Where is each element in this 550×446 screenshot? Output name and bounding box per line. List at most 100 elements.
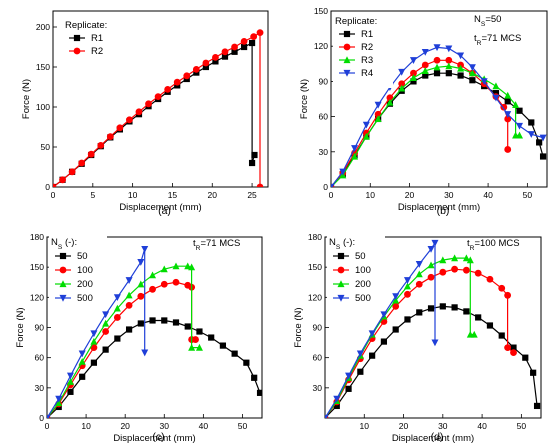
data-point-R2 — [398, 80, 406, 88]
y-tick-label: 180 — [30, 232, 44, 242]
annotation: tR=71 MCS — [193, 238, 240, 252]
data-point-500 — [55, 395, 63, 403]
x-tick-label: 40 — [477, 421, 487, 431]
legend-marker — [337, 294, 345, 302]
data-point-50 — [125, 326, 133, 333]
x-axis-label: Displacement (mm) — [392, 433, 474, 444]
data-point-200 — [415, 270, 423, 278]
data-point-200 — [392, 296, 400, 304]
data-point-R2 — [78, 159, 86, 167]
x-tick-label: 20 — [399, 421, 409, 431]
panel-label: (b) — [437, 205, 450, 217]
y-tick-label: 120 — [308, 292, 322, 302]
data-point-200 — [172, 262, 180, 270]
data-point-500 — [431, 339, 439, 347]
data-point-R2 — [145, 100, 152, 108]
y-tick-label: 200 — [36, 22, 50, 32]
x-tick-label: 0 — [51, 190, 56, 200]
data-point-100 — [160, 280, 168, 288]
panel-d: 10 20 30 40 50 30 60 90 120 150 180 Displacement (m… — [293, 232, 542, 444]
legend-entry-200: 200 — [355, 279, 371, 290]
data-point-500 — [102, 311, 110, 319]
data-point-R1 — [248, 39, 256, 47]
x-tick-label: 25 — [247, 190, 257, 200]
legend-marker — [59, 266, 67, 274]
data-point-R3 — [398, 84, 406, 92]
data-point-R2 — [173, 78, 181, 86]
data-point-R3 — [374, 115, 382, 123]
legend-entry-R4: R4 — [361, 68, 373, 79]
data-point-500 — [431, 239, 439, 247]
data-point-200 — [149, 271, 157, 279]
x-tick-label: 20 — [208, 190, 218, 200]
data-point-50 — [498, 332, 505, 339]
legend-entry-100: 100 — [77, 265, 93, 276]
data-point-200 — [90, 337, 98, 345]
data-point-R3 — [351, 152, 359, 160]
legend-entry-50: 50 — [355, 251, 366, 262]
legend-entry-R1: R1 — [91, 33, 103, 44]
data-point-200 — [451, 254, 459, 262]
data-point-R2 — [59, 176, 66, 184]
legend-marker — [59, 294, 67, 302]
legend-marker — [343, 43, 351, 51]
data-point-50 — [416, 309, 423, 316]
data-point-R2 — [231, 43, 238, 51]
data-point-500 — [47, 414, 51, 418]
data-point-R2 — [87, 150, 95, 158]
data-point-50 — [79, 373, 86, 380]
data-point-100 — [415, 280, 423, 288]
x-tick-label: 10 — [360, 421, 370, 431]
data-point-200 — [55, 399, 63, 407]
y-tick-label: 50 — [41, 142, 51, 152]
data-point-100 — [102, 328, 110, 335]
data-point-R1 — [410, 78, 417, 85]
data-point-R3 — [386, 98, 394, 106]
data-point-200 — [470, 330, 478, 338]
y-tick-label: 150 — [308, 262, 322, 272]
data-point-200 — [188, 263, 196, 271]
data-point-500 — [415, 261, 423, 268]
data-point-50 — [439, 303, 446, 310]
data-point-R4 — [398, 68, 406, 76]
data-point-100 — [504, 291, 512, 299]
y-axis-label: Force (N) — [15, 307, 26, 347]
data-point-200 — [195, 343, 203, 351]
data-point-R1 — [221, 53, 229, 60]
data-point-R2 — [256, 29, 264, 36]
data-point-R2 — [106, 133, 114, 141]
data-point-500 — [403, 277, 411, 284]
data-point-50 — [357, 368, 364, 375]
data-point-100 — [427, 273, 435, 281]
data-point-R1 — [528, 119, 535, 126]
data-point-100 — [504, 344, 512, 352]
plot-frame — [330, 10, 548, 188]
data-point-100 — [510, 349, 517, 357]
data-point-50 — [486, 322, 494, 329]
y-tick-label: 100 — [36, 102, 50, 112]
data-point-R3 — [504, 91, 512, 99]
data-point-500 — [66, 372, 74, 380]
data-point-500 — [356, 350, 364, 358]
data-point-50 — [530, 369, 537, 376]
legend-entry-R3: R3 — [361, 55, 373, 66]
data-point-R3 — [409, 74, 417, 81]
data-point-50 — [219, 342, 227, 349]
legend-marker — [59, 280, 67, 288]
data-point-100 — [392, 302, 400, 310]
panel-label: (c) — [152, 431, 164, 443]
panel-b: 0 10 20 30 40 50 0 30 60 90 120 150 Displacement (mm… — [299, 6, 548, 217]
legend-title: Replicate: — [65, 20, 107, 31]
data-point-100 — [462, 266, 470, 274]
data-point-200 — [102, 319, 110, 327]
x-tick-label: 30 — [438, 421, 448, 431]
legend-title: NS (-): — [329, 237, 355, 251]
data-point-R4 — [433, 44, 441, 52]
legend-entry-500: 500 — [355, 293, 371, 304]
data-point-100 — [149, 285, 156, 293]
legend-entry-R2: R2 — [361, 42, 373, 53]
data-point-R4 — [527, 131, 535, 138]
x-tick-label: 30 — [444, 190, 454, 200]
data-point-500 — [113, 294, 121, 302]
